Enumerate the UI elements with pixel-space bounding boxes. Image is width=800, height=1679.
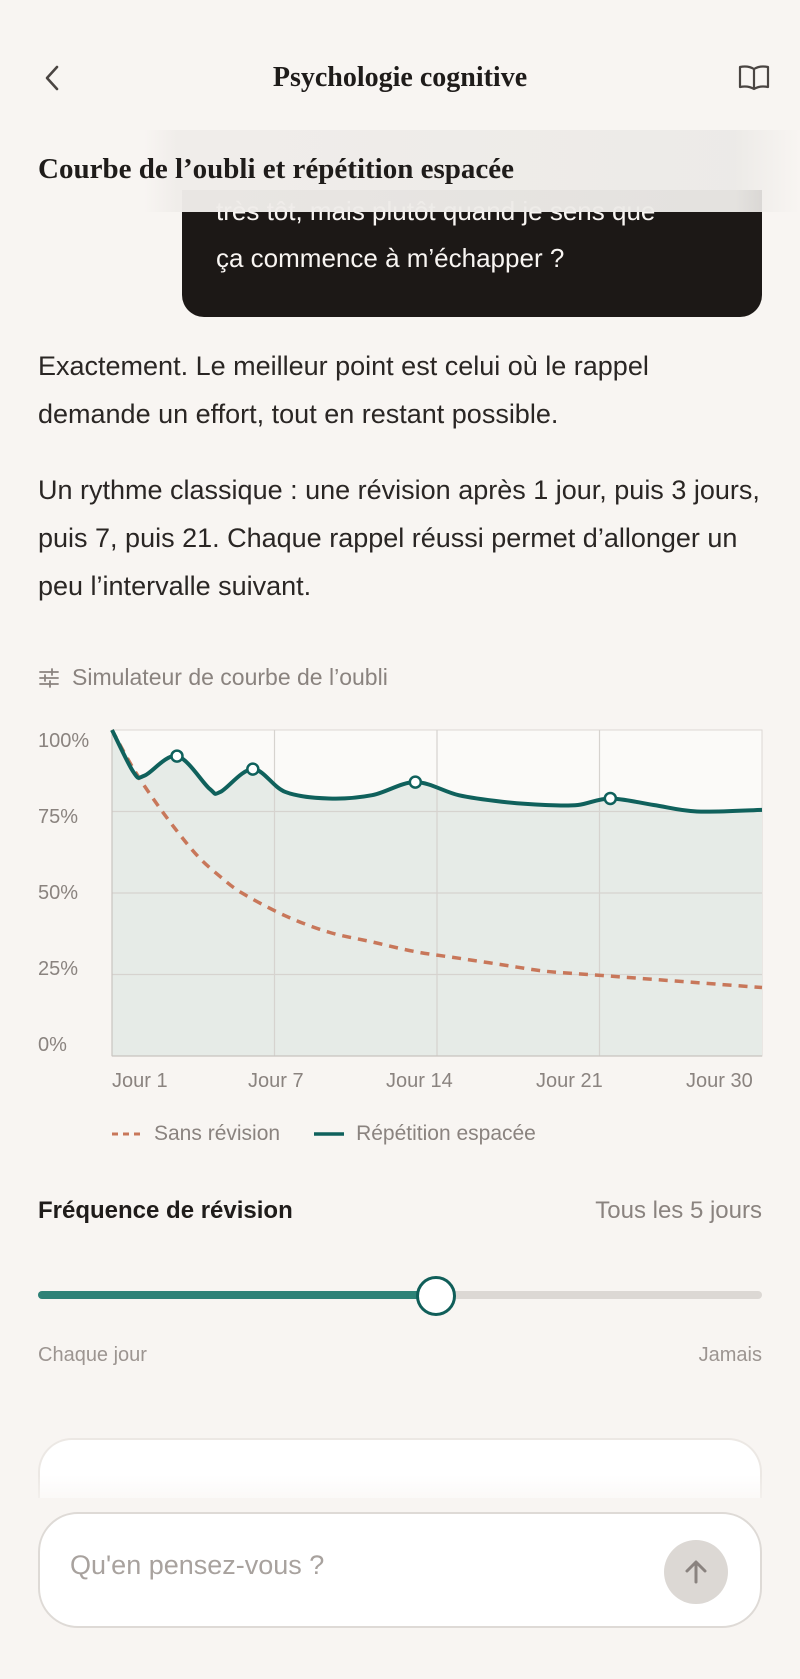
back-button[interactable] [38, 62, 66, 94]
section-header-backdrop [0, 130, 800, 212]
forgetting-curve-chart [0, 720, 800, 1090]
legend-item-no-review: Sans révision [112, 1122, 280, 1146]
solid-line-swatch [314, 1132, 345, 1136]
legend-label: Sans révision [154, 1122, 281, 1145]
frequency-label: Fréquence de révision [38, 1197, 293, 1224]
chart-svg [110, 729, 763, 1057]
book-open-icon [738, 65, 770, 91]
slider-max-label: Jamais [698, 1344, 762, 1366]
slider-min-label: Chaque jour [38, 1344, 147, 1366]
book-button[interactable] [736, 62, 772, 94]
x-tick-label: Jour 14 [386, 1070, 453, 1092]
review-point [246, 762, 260, 776]
review-point [170, 749, 184, 763]
message-composer [38, 1512, 762, 1628]
frequency-value: Tous les 5 jours [595, 1197, 762, 1224]
x-tick-label: Jour 21 [536, 1070, 603, 1092]
scroll-fade [0, 1475, 800, 1515]
message-input[interactable] [70, 1550, 630, 1581]
send-button[interactable] [664, 1540, 728, 1604]
x-tick-label: Jour 1 [112, 1070, 168, 1092]
assistant-paragraph: Exactement. Le meilleur point est celui … [38, 351, 649, 429]
y-tick-label: 100% [38, 730, 90, 752]
simulator-label: Simulateur de courbe de l’oubli [38, 664, 388, 691]
assistant-paragraph: Un rythme classique : une révision après… [38, 475, 760, 601]
dashed-line-swatch [112, 1132, 142, 1136]
user-message-line: ça commence à m’échapper ? [216, 243, 565, 273]
section-title: Courbe de l’oubli et répétition espacée [38, 153, 515, 185]
x-tick-label: Jour 30 [686, 1070, 753, 1092]
frequency-slider[interactable] [38, 1276, 762, 1316]
chevron-left-icon [45, 65, 59, 91]
y-tick-label: 50% [38, 882, 79, 904]
series-line-sans-revision [110, 729, 763, 990]
arrow-up-icon [685, 1560, 707, 1584]
y-tick-label: 0% [38, 1034, 67, 1056]
x-tick-label: Jour 7 [248, 1070, 304, 1092]
chart-legend: Sans révision Répétition espacée [112, 1122, 570, 1146]
page-title: Psychologie cognitive [272, 62, 528, 93]
sliders-icon [39, 667, 59, 688]
y-tick-label: 75% [38, 806, 79, 828]
top-bar: Psychologie cognitive [0, 0, 800, 160]
review-point [603, 791, 618, 806]
simulator-label-text: Simulateur de courbe de l’oubli [72, 664, 388, 690]
legend-label: Répétition espacée [356, 1122, 536, 1145]
review-point [408, 775, 423, 789]
legend-item-spaced: Répétition espacée [314, 1122, 536, 1146]
slider-thumb[interactable] [416, 1276, 457, 1316]
slider-fill [38, 1291, 437, 1299]
y-tick-label: 25% [38, 958, 79, 980]
